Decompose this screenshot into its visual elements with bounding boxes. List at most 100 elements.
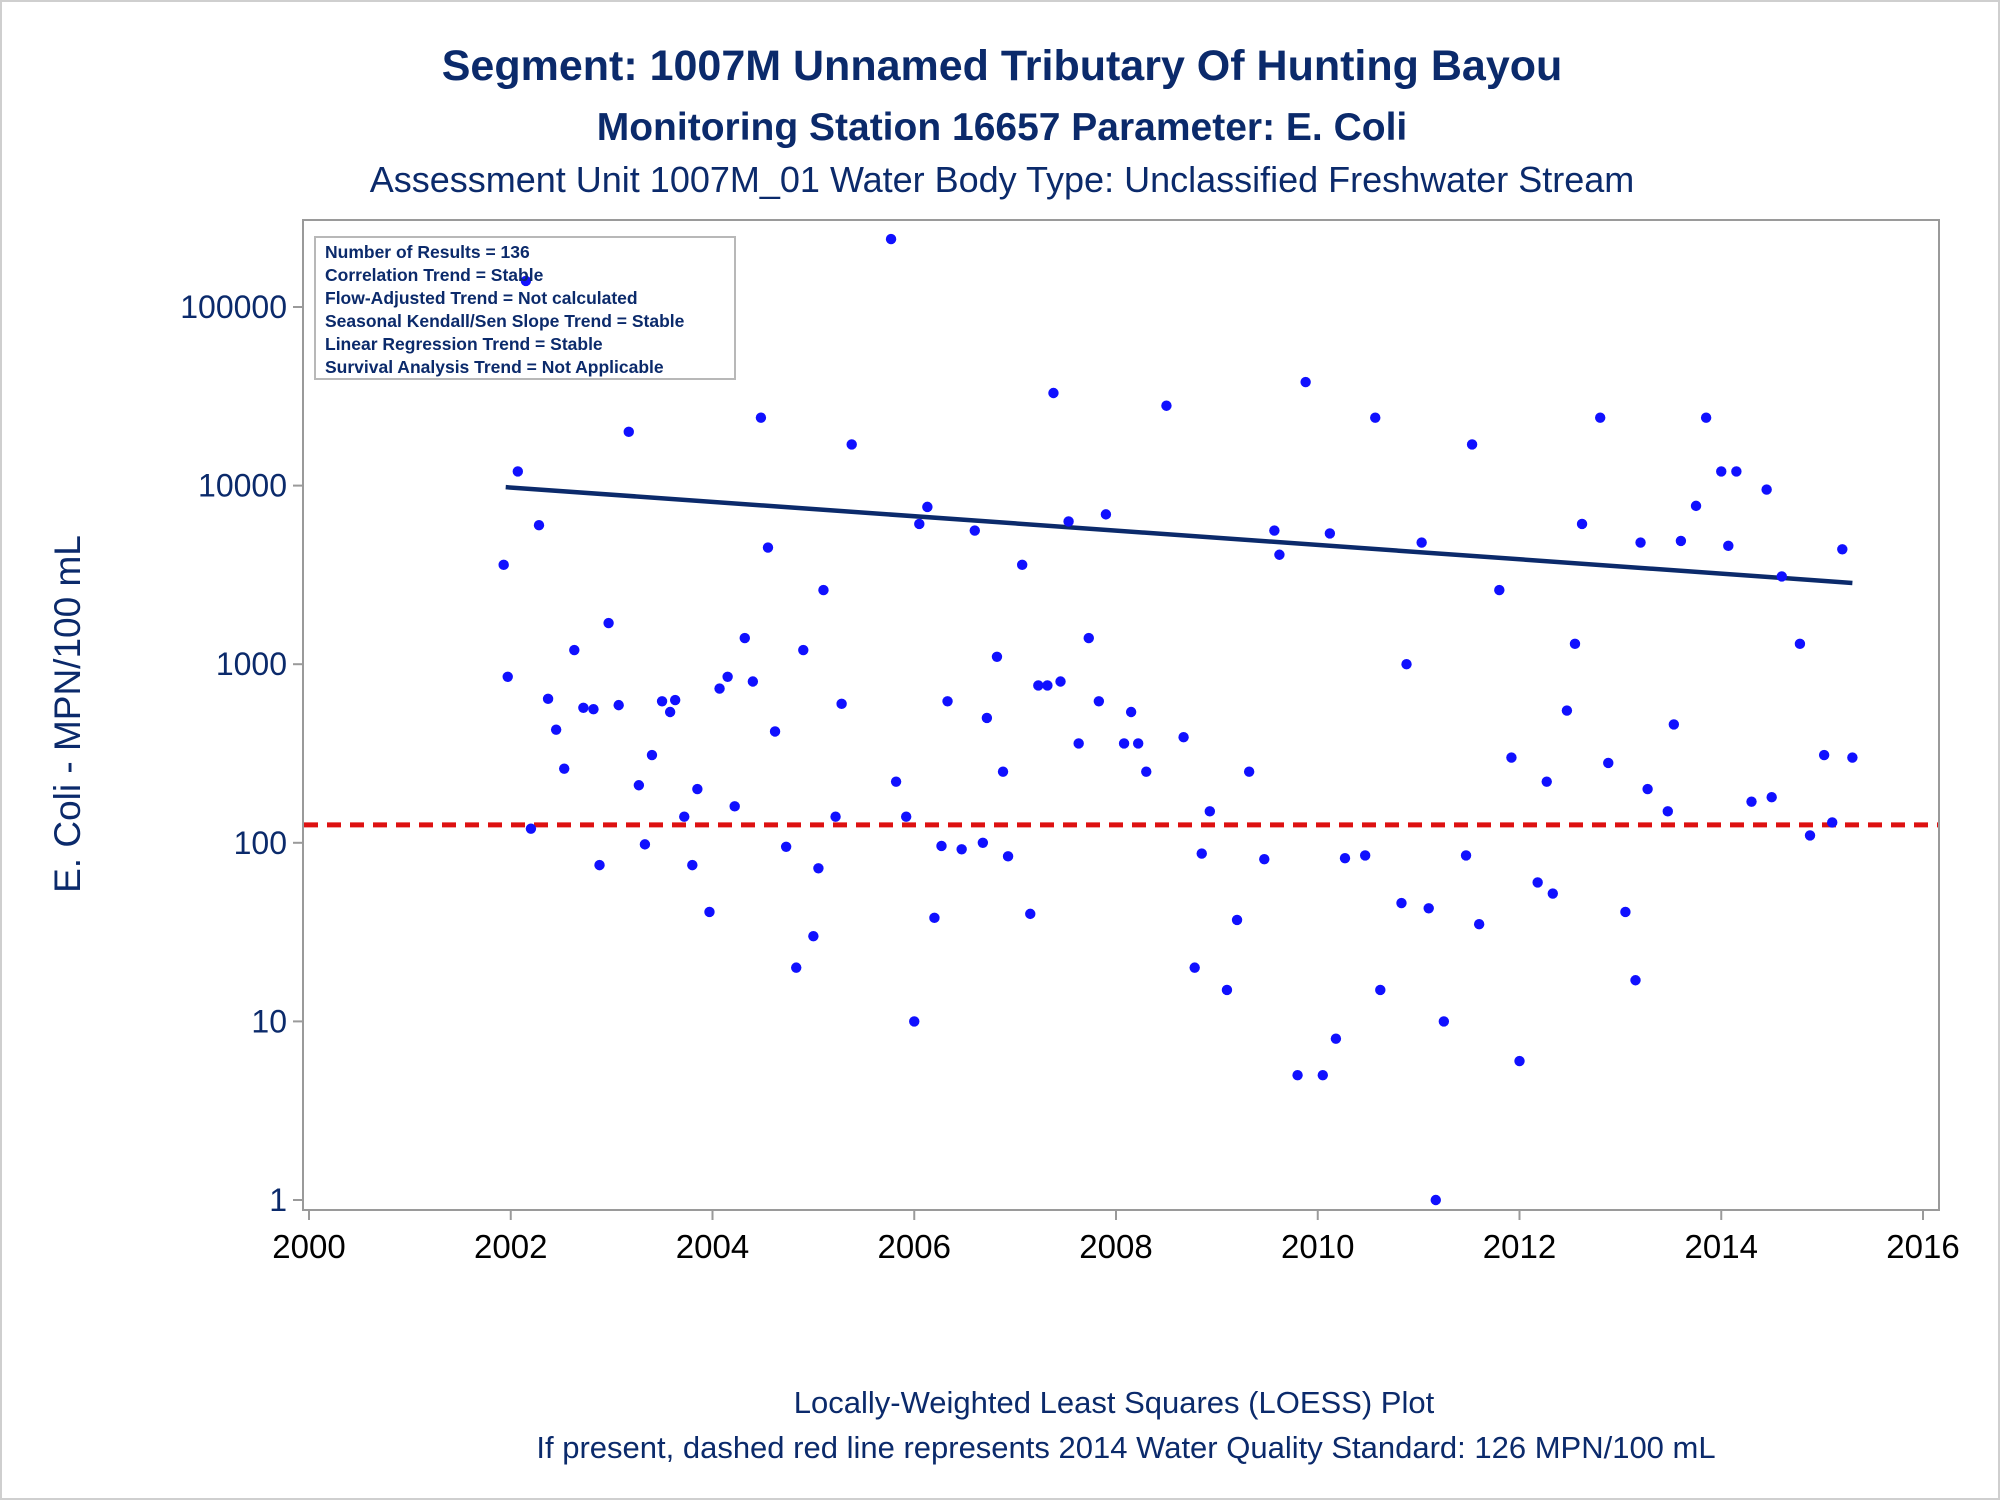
data-point <box>1093 696 1105 707</box>
data-point <box>1189 962 1200 973</box>
data-point <box>1466 439 1478 450</box>
data-point <box>830 811 841 822</box>
stats-box: Number of Results = 136 Correlation Tren… <box>314 236 736 380</box>
data-point <box>977 837 989 848</box>
data-point <box>1776 571 1787 582</box>
stats-line-correlation: Correlation Trend = Stable <box>325 265 544 285</box>
y-tick-label: 100 <box>234 825 287 861</box>
data-point <box>669 694 681 706</box>
data-point <box>1716 466 1727 477</box>
stats-line-seasonal-kendall: Seasonal Kendall/Sen Slope Trend = Stabl… <box>325 311 685 331</box>
x-tick-label: 2012 <box>1483 1228 1556 1265</box>
data-point <box>846 439 857 450</box>
data-point <box>1547 888 1558 899</box>
data-point <box>1506 752 1517 763</box>
data-point <box>1847 752 1858 763</box>
x-tick-label: 2014 <box>1685 1228 1758 1265</box>
data-point <box>1125 706 1137 718</box>
data-point <box>1766 792 1777 803</box>
data-point <box>646 749 658 761</box>
y-axis-label: E. Coli - MPN/100 mL <box>47 535 88 893</box>
data-point <box>1259 853 1270 865</box>
data-point <box>1083 632 1094 644</box>
data-point <box>1048 387 1059 399</box>
data-point <box>813 863 824 874</box>
footnote-standard: If present, dashed red line represents 2… <box>536 1430 1715 1465</box>
data-point <box>1401 659 1412 670</box>
data-point <box>1231 914 1243 926</box>
data-point <box>1073 738 1084 749</box>
data-point <box>520 275 532 287</box>
data-point <box>762 542 774 553</box>
data-point <box>1292 1069 1303 1081</box>
chart-title: Segment: 1007M Unnamed Tributary Of Hunt… <box>442 42 1563 90</box>
data-point <box>603 617 614 629</box>
data-point <box>1460 850 1472 861</box>
data-point <box>1804 830 1816 841</box>
data-point <box>1370 412 1381 423</box>
x-tick-label: 2000 <box>272 1228 345 1265</box>
data-point <box>755 412 767 423</box>
data-point <box>1161 400 1172 411</box>
data-point <box>656 696 668 707</box>
data-point <box>914 518 925 530</box>
data-point <box>1438 1016 1450 1027</box>
data-point <box>1603 757 1614 769</box>
y-tick-label: 1000 <box>216 646 287 682</box>
data-point <box>1330 1033 1342 1044</box>
data-point <box>1132 738 1144 749</box>
data-point <box>639 839 651 850</box>
data-point <box>900 811 912 822</box>
data-point <box>909 1016 920 1027</box>
data-point <box>613 699 624 711</box>
data-point <box>1595 412 1606 423</box>
data-point <box>956 844 967 855</box>
data-point <box>1269 525 1280 536</box>
data-point <box>808 930 819 942</box>
data-point <box>1055 676 1066 687</box>
data-point <box>836 698 847 710</box>
data-point <box>1818 749 1830 761</box>
data-point <box>679 811 690 822</box>
data-point <box>704 906 715 918</box>
data-point <box>1690 500 1702 512</box>
data-point <box>780 841 792 852</box>
data-point <box>1317 1069 1328 1081</box>
data-point <box>1396 897 1407 909</box>
data-point <box>1359 850 1371 861</box>
x-tick-label: 2008 <box>1079 1228 1152 1265</box>
data-point <box>1746 796 1757 807</box>
data-point <box>1016 559 1028 571</box>
data-point <box>633 780 645 791</box>
data-point <box>1576 518 1588 530</box>
data-point <box>769 726 781 737</box>
data-point <box>550 724 562 735</box>
data-point <box>1118 738 1130 749</box>
data-point <box>1274 549 1285 560</box>
data-point <box>525 823 537 834</box>
data-point <box>1063 516 1074 527</box>
data-point <box>1569 638 1581 650</box>
data-point <box>1635 537 1646 548</box>
data-point <box>1033 680 1044 691</box>
data-point <box>1668 719 1680 730</box>
data-point <box>1339 852 1351 864</box>
data-point <box>1723 540 1734 552</box>
stats-line-survival: Survival Analysis Trend = Not Applicable <box>325 357 664 377</box>
x-tick-label: 2002 <box>474 1228 547 1265</box>
stats-line-results: Number of Results = 136 <box>325 242 530 262</box>
data-point <box>1630 975 1641 986</box>
data-point <box>981 712 993 724</box>
data-point <box>1416 537 1427 548</box>
chart-subtitle: Monitoring Station 16657 Parameter: E. C… <box>597 106 1408 149</box>
y-tick-label: 10 <box>251 1003 287 1039</box>
data-point <box>936 840 947 852</box>
data-point <box>818 584 829 596</box>
data-point <box>502 671 513 683</box>
data-point <box>533 520 545 531</box>
data-point <box>729 801 740 812</box>
data-point <box>969 525 980 536</box>
data-points <box>498 233 1858 1206</box>
x-tick-label: 2006 <box>878 1228 951 1265</box>
data-point <box>1700 412 1712 423</box>
